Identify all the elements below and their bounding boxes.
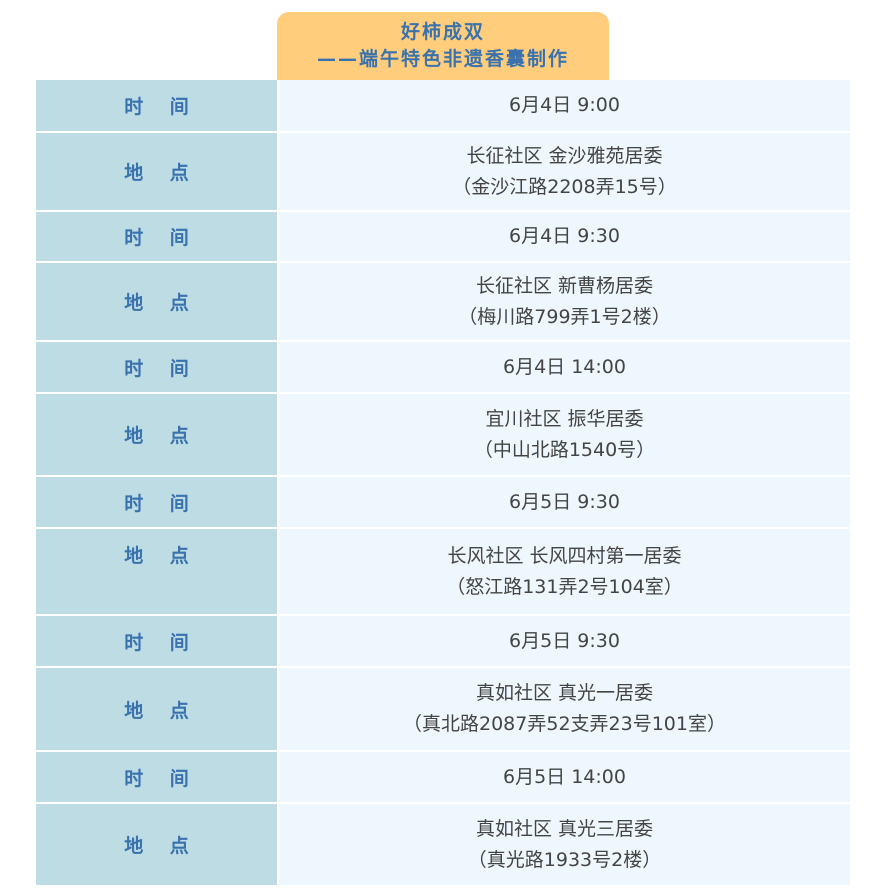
time-label: 时 间 bbox=[36, 752, 277, 802]
time-label: 时 间 bbox=[36, 616, 277, 666]
place-label: 地 点 bbox=[36, 668, 277, 750]
value-line: 真如社区 真光三居委 bbox=[475, 817, 654, 840]
value-line: （真北路2087弄52支弄23号101室） bbox=[403, 713, 726, 735]
time-value: 6月5日 14:00 bbox=[279, 752, 850, 802]
value-line: （怒江路131弄2号104室） bbox=[446, 575, 683, 598]
value-line: （金沙江路2208弄15号） bbox=[452, 175, 677, 198]
time-value: 6月4日 14:00 bbox=[279, 342, 850, 392]
place-value: 长风社区 长风四村第一居委 （怒江路131弄2号104室） bbox=[279, 529, 850, 614]
place-value: 宜川社区 振华居委 （中山北路1540号） bbox=[279, 394, 850, 475]
place-value: 长征社区 新曹杨居委 （梅川路799弄1号2楼） bbox=[279, 263, 850, 340]
event-subtitle: ——端午特色非遗香囊制作 bbox=[316, 48, 569, 70]
time-row: 时 间 6月4日 9:30 bbox=[36, 212, 850, 261]
event-title: 好柿成双 bbox=[400, 21, 485, 43]
time-row: 时 间 6月5日 9:30 bbox=[36, 616, 850, 666]
place-row: 地 点 真如社区 真光一居委 （真北路2087弄52支弄23号101室） bbox=[36, 668, 850, 750]
place-value: 真如社区 真光一居委 （真北路2087弄52支弄23号101室） bbox=[279, 668, 850, 750]
value-line: 6月4日 14:00 bbox=[503, 355, 626, 378]
place-row: 地 点 真如社区 真光三居委 （真光路1933号2楼） bbox=[36, 804, 850, 885]
value-line: （真光路1933号2楼） bbox=[467, 848, 662, 871]
time-label: 时 间 bbox=[36, 212, 277, 261]
time-value: 6月5日 9:30 bbox=[279, 477, 850, 527]
time-row: 时 间 6月5日 14:00 bbox=[36, 752, 850, 802]
value-line: 6月5日 9:30 bbox=[509, 629, 620, 652]
time-value: 6月5日 9:30 bbox=[279, 616, 850, 666]
time-value: 6月4日 9:00 bbox=[279, 80, 850, 131]
place-row: 地 点 长征社区 新曹杨居委 （梅川路799弄1号2楼） bbox=[36, 263, 850, 340]
value-line: 长征社区 新曹杨居委 bbox=[475, 274, 654, 297]
value-line: 长征社区 金沙雅苑居委 bbox=[466, 144, 663, 167]
time-value: 6月4日 9:30 bbox=[279, 212, 850, 261]
place-label: 地 点 bbox=[36, 263, 277, 340]
value-line: 6月5日 9:30 bbox=[509, 490, 620, 513]
value-line: 6月4日 9:30 bbox=[509, 225, 620, 247]
time-label: 时 间 bbox=[36, 342, 277, 392]
place-label: 地 点 bbox=[36, 394, 277, 475]
value-line: 真如社区 真光一居委 bbox=[475, 682, 654, 704]
time-row: 时 间 6月4日 9:00 bbox=[36, 80, 850, 131]
time-row: 时 间 6月4日 14:00 bbox=[36, 342, 850, 392]
event-title-banner: 好柿成双 ——端午特色非遗香囊制作 bbox=[277, 12, 609, 80]
place-label: 地 点 bbox=[36, 804, 277, 885]
time-label: 时 间 bbox=[36, 80, 277, 131]
place-label: 地 点 bbox=[36, 133, 277, 210]
place-label: 地 点 bbox=[36, 529, 277, 614]
place-value: 长征社区 金沙雅苑居委 （金沙江路2208弄15号） bbox=[279, 133, 850, 210]
value-line: 6月5日 14:00 bbox=[503, 765, 626, 788]
time-row: 时 间 6月5日 9:30 bbox=[36, 477, 850, 527]
value-line: 长风社区 长风四村第一居委 bbox=[447, 544, 682, 567]
time-label: 时 间 bbox=[36, 477, 277, 527]
value-line: （中山北路1540号） bbox=[473, 438, 656, 461]
schedule-table: 时 间 6月4日 9:00 地 点 长征社区 金沙雅苑居委 （金沙江路2208弄15号）… bbox=[36, 80, 850, 887]
place-row: 地 点 长风社区 长风四村第一居委 （怒江路131弄2号104室） bbox=[36, 529, 850, 614]
value-line: 6月4日 9:00 bbox=[509, 94, 620, 116]
place-row: 地 点 宜川社区 振华居委 （中山北路1540号） bbox=[36, 394, 850, 475]
place-value: 真如社区 真光三居委 （真光路1933号2楼） bbox=[279, 804, 850, 885]
place-row: 地 点 长征社区 金沙雅苑居委 （金沙江路2208弄15号） bbox=[36, 133, 850, 210]
value-line: （梅川路799弄1号2楼） bbox=[458, 305, 671, 328]
value-line: 宜川社区 振华居委 bbox=[485, 407, 644, 430]
